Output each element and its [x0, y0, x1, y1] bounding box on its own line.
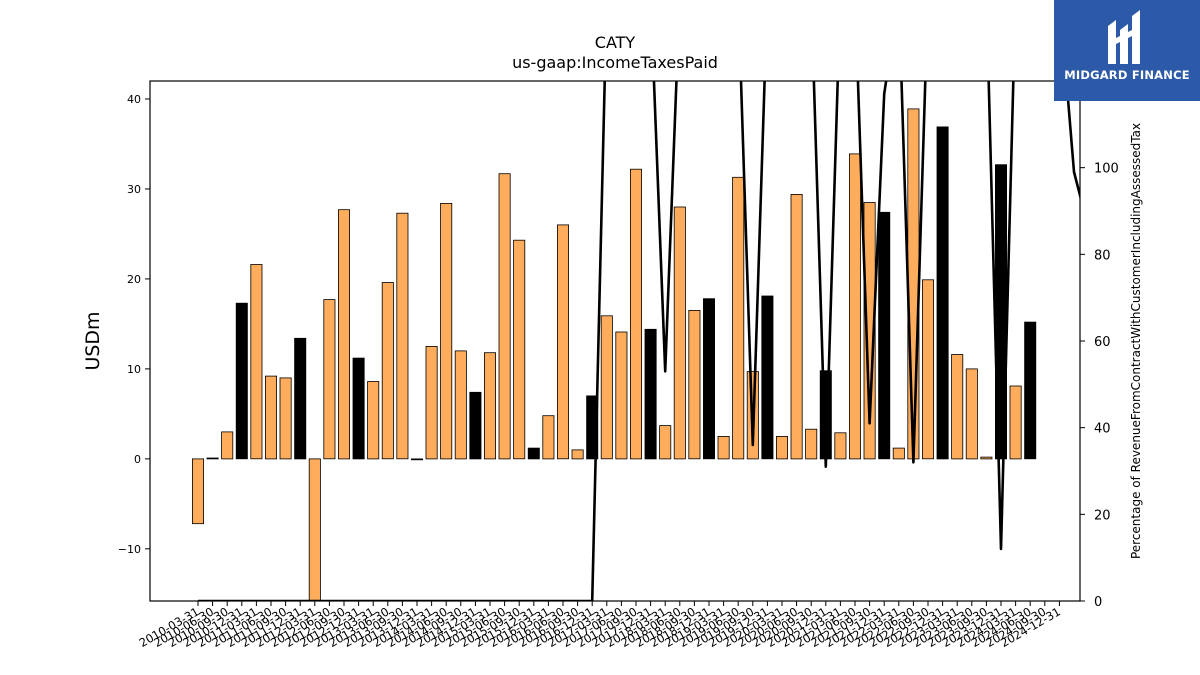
bar-2016-09-30	[571, 449, 584, 460]
bar-2010-03-31	[191, 458, 204, 525]
y-tick-label: 40	[127, 93, 141, 106]
bar-2017-12-31	[644, 328, 657, 460]
y-axis-right: 0 20 40 60 80 100	[1080, 162, 1119, 610]
bar-2013-09-30	[396, 212, 409, 460]
bar-2015-09-30	[513, 239, 526, 460]
bar-2017-06-30	[615, 331, 628, 460]
y2-tick-label: 100	[1094, 162, 1119, 177]
plot-frame	[149, 80, 1081, 602]
bar-2018-09-30	[688, 309, 701, 460]
bar-2014-12-31	[469, 391, 482, 460]
bar-2020-03-31	[776, 435, 789, 460]
bar-2021-09-30	[863, 202, 876, 460]
bar-2016-03-31	[542, 415, 555, 460]
bar-2020-06-30	[790, 193, 803, 460]
bar-2010-09-30	[221, 431, 234, 460]
bar-2011-03-31	[250, 264, 263, 460]
bar-2021-06-30	[849, 153, 862, 460]
y-tick-label: −10	[118, 543, 141, 556]
chart-subtitle: us-gaap:IncomeTaxesPaid	[512, 53, 718, 72]
bar-2019-12-31	[761, 295, 774, 460]
line-group	[198, 81, 1080, 601]
y2-axis-label: Percentage of RevenueFromContractWithCus…	[1129, 123, 1143, 559]
bar-2018-12-31	[703, 298, 716, 460]
bar-2013-03-31	[367, 381, 380, 460]
bar-2015-12-31	[527, 447, 540, 460]
y2-tick-label: 20	[1094, 508, 1111, 523]
bar-2015-03-31	[483, 352, 496, 460]
bar-2023-06-30	[965, 368, 978, 460]
bar-2022-12-31	[936, 126, 949, 460]
bar-2019-03-31	[717, 435, 730, 460]
bar-2018-06-30	[673, 206, 686, 460]
midgard-logo-icon	[1108, 10, 1140, 64]
y-tick-label: 10	[127, 363, 141, 376]
bar-2023-09-30	[980, 456, 993, 460]
y2-tick-label: 40	[1094, 422, 1111, 437]
bar-2014-09-30	[454, 350, 467, 460]
y-tick-label: 0	[134, 453, 141, 466]
y2-tick-label: 60	[1094, 335, 1111, 350]
bar-2013-06-30	[381, 282, 394, 460]
bar-2014-06-30	[440, 202, 453, 460]
brand-logo: MIDGARD FINANCE	[1054, 0, 1200, 101]
bar-2011-06-30	[264, 375, 277, 460]
bar-2012-09-30	[337, 209, 350, 460]
bar-2024-06-30	[1024, 321, 1037, 460]
bar-2016-06-30	[557, 224, 570, 460]
bar-2010-12-31	[235, 302, 248, 460]
bar-2012-03-31	[308, 458, 321, 602]
y-axis-label: USDm	[82, 311, 104, 370]
chart-title: CATY	[595, 33, 636, 52]
bar-2020-09-30	[805, 428, 818, 460]
bar-2022-09-30	[922, 279, 935, 460]
bar-2010-06-30	[206, 457, 219, 460]
bar-2021-03-31	[834, 432, 847, 460]
brand-name: MIDGARD FINANCE	[1064, 68, 1190, 82]
bar-2021-12-31	[878, 211, 891, 460]
bar-2011-12-31	[294, 337, 307, 460]
bar-2017-03-31	[600, 315, 613, 460]
x-axis: 2010-03-312010-06-302010-09-302010-12-31…	[137, 601, 1063, 650]
bar-2024-03-31	[1009, 385, 1022, 460]
y2-tick-label: 0	[1094, 595, 1102, 610]
y-tick-label: 30	[127, 183, 141, 196]
bar-group	[191, 108, 1037, 602]
bar-2012-06-30	[323, 299, 336, 460]
bar-2015-06-30	[498, 173, 511, 460]
y-axis-left: −10 0 10 20 30 40	[118, 93, 150, 556]
bar-2016-12-31	[586, 395, 599, 460]
bar-2023-03-31	[951, 354, 964, 460]
line-series-revenue-percentage	[198, 81, 1080, 601]
bar-2022-03-31	[892, 447, 905, 460]
bar-2018-03-31	[659, 425, 672, 460]
bar-2013-12-31	[410, 458, 423, 461]
bar-2017-09-30	[630, 168, 643, 460]
y2-tick-label: 80	[1094, 248, 1111, 263]
bar-2011-09-30	[279, 377, 292, 460]
y-tick-label: 20	[127, 273, 141, 286]
bar-2019-06-30	[732, 176, 745, 460]
bar-2014-03-31	[425, 345, 438, 460]
bar-2022-06-30	[907, 108, 920, 460]
bar-2012-12-31	[352, 357, 365, 460]
